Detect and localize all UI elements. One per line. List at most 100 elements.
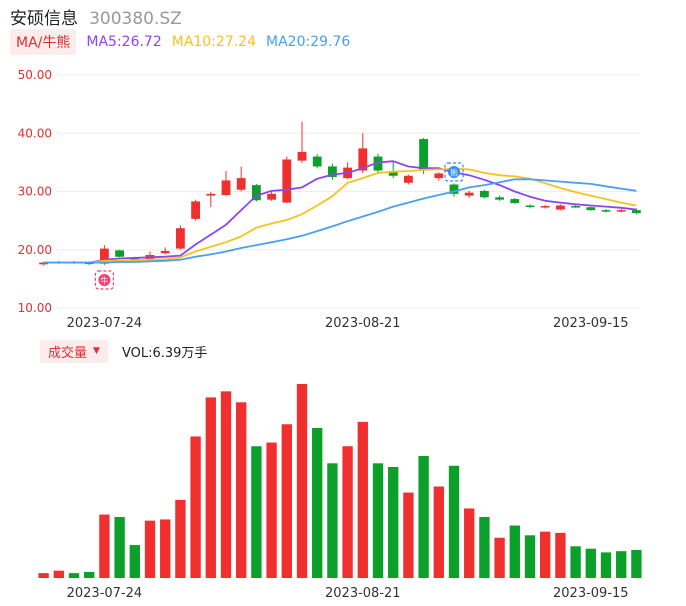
volume-bar	[524, 535, 536, 578]
candle-body	[282, 159, 292, 203]
volume-bar	[357, 421, 368, 578]
volume-bar	[585, 548, 596, 578]
candle-body	[221, 180, 231, 195]
candle-body	[616, 210, 626, 212]
caret-down-icon: ▼	[93, 346, 100, 356]
volume-bar	[494, 537, 505, 578]
x-tick-label: 2023-07-24	[67, 316, 143, 331]
volume-bar	[372, 463, 384, 578]
volume-value: VOL:6.39万手	[121, 345, 208, 361]
volume-bar	[418, 455, 429, 578]
candle-body	[479, 190, 489, 198]
bull-icon-frame	[94, 270, 115, 290]
volume-bar	[600, 552, 612, 578]
volume-bar	[251, 446, 262, 578]
volume-bar	[99, 514, 110, 578]
volume-bar	[205, 397, 216, 578]
ma-indicator-selector[interactable]: MA/牛熊	[10, 29, 77, 55]
bear-icon-glyph: 熊	[450, 168, 458, 178]
volume-indicator-selector[interactable]: 成交量 ▼	[40, 339, 108, 363]
volume-bar	[190, 436, 201, 578]
ma10-line	[43, 167, 637, 264]
volume-bar	[540, 531, 551, 578]
candle-body	[373, 156, 383, 171]
y-tick-label: 10.00	[18, 301, 52, 315]
candle-body	[419, 139, 429, 170]
volume-bar	[342, 446, 353, 578]
candle-body	[358, 148, 368, 171]
candle-body	[631, 210, 641, 214]
candle-body	[464, 192, 474, 196]
volume-bar	[53, 570, 64, 578]
ma5-line	[43, 160, 637, 264]
candle-body	[312, 156, 322, 167]
volume-bar	[175, 499, 186, 578]
ma20-line	[43, 178, 637, 264]
volume-bar	[479, 516, 490, 578]
volume-legend: 成交量 ▼ VOL:6.39万手	[40, 339, 208, 363]
bull-icon-glyph: 牛	[100, 276, 108, 286]
candle-body	[555, 205, 565, 210]
ma10-legend: MA10:27.24	[171, 34, 257, 50]
candle-body	[251, 185, 261, 201]
volume-bar	[114, 516, 125, 578]
volume-bar	[570, 546, 581, 578]
bull-icon	[98, 274, 111, 286]
candle-body	[586, 207, 596, 211]
y-tick-label: 30.00	[18, 185, 52, 199]
volume-bar	[160, 519, 171, 578]
volume-bar	[281, 424, 292, 578]
y-tick-label: 40.00	[18, 126, 52, 140]
volume-bar	[616, 551, 627, 578]
candle-body	[297, 151, 307, 161]
volume-bar	[236, 402, 247, 578]
candle-body	[571, 206, 581, 208]
bear-icon-frame	[444, 162, 464, 182]
x-tick-label: 2023-08-21	[325, 586, 401, 601]
candle-body	[175, 228, 185, 249]
ma5-legend: MA5:26.72	[86, 34, 162, 50]
volume-bar	[84, 571, 95, 578]
candle-body	[540, 206, 550, 208]
candle-body	[267, 193, 277, 200]
volume-bar	[144, 520, 156, 578]
candle-body	[236, 178, 246, 190]
candle-body	[115, 250, 125, 257]
candle-body	[206, 193, 216, 196]
volume-bar	[509, 525, 520, 578]
volume-bar	[312, 427, 323, 578]
volume-bar	[631, 549, 642, 578]
candle-body	[434, 173, 444, 179]
x-tick-label: 2023-08-21	[325, 316, 401, 331]
x-tick-label: 2023-09-15	[553, 586, 629, 601]
volume-bar	[448, 465, 460, 578]
volume-bar	[464, 508, 475, 578]
volume-bar	[327, 463, 338, 578]
candle-body	[510, 199, 520, 204]
volume-bar	[296, 384, 308, 578]
candle-body	[449, 184, 459, 194]
candle-body	[495, 197, 505, 200]
stock-name: 安硕信息	[10, 9, 78, 29]
ma-legend: MA/牛熊 MA5:26.72 MA10:27.24 MA20:29.76	[10, 29, 351, 55]
stock-header: 安硕信息 300380.SZ	[10, 4, 182, 29]
candle-body	[327, 166, 337, 177]
volume-bar	[220, 391, 232, 578]
volume-bar	[38, 573, 49, 578]
volume-bar	[266, 442, 277, 578]
candle-body	[99, 248, 109, 264]
x-tick-label: 2023-09-15	[553, 316, 629, 331]
stock-code: 300380.SZ	[89, 9, 182, 29]
volume-bar	[433, 486, 444, 578]
y-tick-label: 20.00	[18, 243, 52, 257]
bear-icon	[448, 166, 460, 178]
volume-bar	[555, 532, 566, 578]
candle-body	[525, 205, 535, 207]
candle-body	[601, 210, 611, 212]
x-tick-label: 2023-07-24	[67, 586, 143, 601]
volume-tag-label: 成交量	[48, 345, 88, 361]
y-tick-label: 50.00	[18, 68, 52, 82]
ma20-legend: MA20:29.76	[266, 34, 351, 50]
candle-body	[403, 175, 413, 183]
